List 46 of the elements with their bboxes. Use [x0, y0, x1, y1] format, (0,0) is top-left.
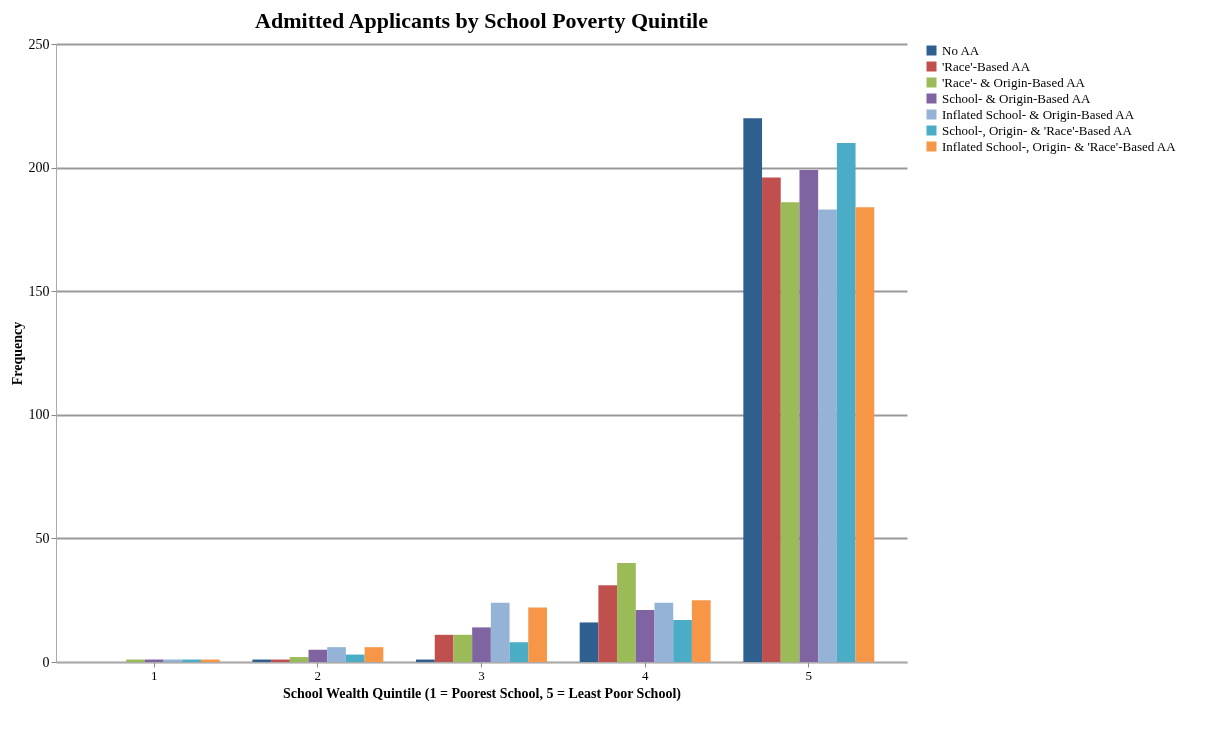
bar — [490, 602, 510, 662]
y-tick-label: 150 — [28, 283, 50, 299]
bar — [598, 585, 618, 662]
legend-label: Inflated School- & Origin-Based AA — [942, 106, 1135, 122]
bar — [691, 600, 711, 662]
legend-label: No AA — [942, 42, 980, 58]
x-tick-label: 2 — [314, 667, 322, 683]
x-tick-label: 4 — [641, 667, 649, 683]
bar — [855, 207, 875, 662]
y-axis-title: Frequency — [9, 321, 25, 386]
legend-label: 'Race'- & Origin-Based AA — [942, 74, 1086, 90]
bar — [836, 142, 856, 662]
bar — [743, 118, 763, 662]
bar — [434, 634, 454, 662]
y-tick-label: 100 — [28, 407, 50, 423]
y-tick-label: 200 — [28, 160, 50, 176]
bar — [528, 607, 547, 662]
legend-label: Inflated School-, Origin- & 'Race'-Based AA — [942, 138, 1177, 154]
bar — [654, 602, 674, 662]
bar — [453, 634, 473, 662]
bar — [799, 170, 819, 662]
bar — [509, 642, 529, 662]
chart-title: Admitted Applicants by School Poverty Quintile — [255, 8, 709, 33]
legend-label: 'Race'-Based AA — [942, 58, 1031, 74]
bar — [762, 177, 781, 662]
legend-label: School-, Origin- & 'Race'-Based AA — [942, 122, 1133, 138]
x-tick-label: 1 — [150, 667, 158, 683]
y-tick-label: 250 — [28, 36, 50, 52]
bar — [579, 622, 599, 662]
bar — [780, 202, 800, 662]
bar — [635, 610, 655, 662]
bar — [289, 657, 309, 662]
bar — [308, 649, 328, 662]
legend-label: School- & Origin-Based AA — [942, 90, 1092, 106]
bar — [345, 654, 365, 662]
y-tick-label: 0 — [42, 654, 50, 670]
bar — [327, 647, 346, 662]
x-tick-label: 3 — [478, 667, 485, 683]
y-tick-label: 50 — [35, 530, 50, 546]
bar — [818, 209, 837, 662]
bar — [472, 627, 491, 662]
x-axis-title: School Wealth Quintile (1 = Poorest School, 5 = Least Poor School) — [283, 685, 682, 702]
x-tick-label: 5 — [805, 667, 813, 683]
bar — [617, 563, 636, 662]
bar — [673, 619, 692, 662]
bar — [364, 647, 384, 662]
